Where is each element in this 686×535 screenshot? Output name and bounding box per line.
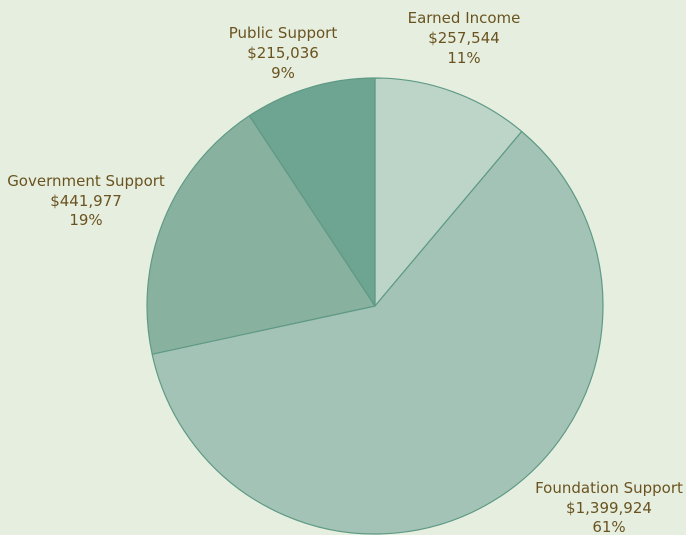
label-amount: $1,399,924 xyxy=(566,499,652,517)
label-amount: $441,977 xyxy=(50,192,122,210)
label-name: Government Support xyxy=(7,172,165,190)
pie-slice-public-support xyxy=(248,77,376,307)
label-name: Foundation Support xyxy=(535,479,683,497)
label-percent: 19% xyxy=(69,211,102,229)
pie-slices xyxy=(146,77,604,535)
pie-slice-foundation-support xyxy=(151,130,604,535)
pie-slice-earned-income xyxy=(374,77,523,307)
slice-label-earned-income: Earned Income $257,544 11% xyxy=(408,9,521,67)
slice-label-public-support: Public Support $215,036 9% xyxy=(229,24,338,82)
label-percent: 11% xyxy=(447,49,480,67)
label-percent: 9% xyxy=(271,64,295,82)
pie-slice-government-support xyxy=(146,115,376,355)
label-name: Earned Income xyxy=(408,9,521,27)
label-amount: $257,544 xyxy=(428,29,500,47)
slice-label-foundation-support: Foundation Support $1,399,924 61% xyxy=(535,479,683,535)
slice-label-government-support: Government Support $441,977 19% xyxy=(7,172,165,229)
label-amount: $215,036 xyxy=(247,44,319,62)
label-name: Public Support xyxy=(229,24,338,42)
label-percent: 61% xyxy=(592,518,625,535)
